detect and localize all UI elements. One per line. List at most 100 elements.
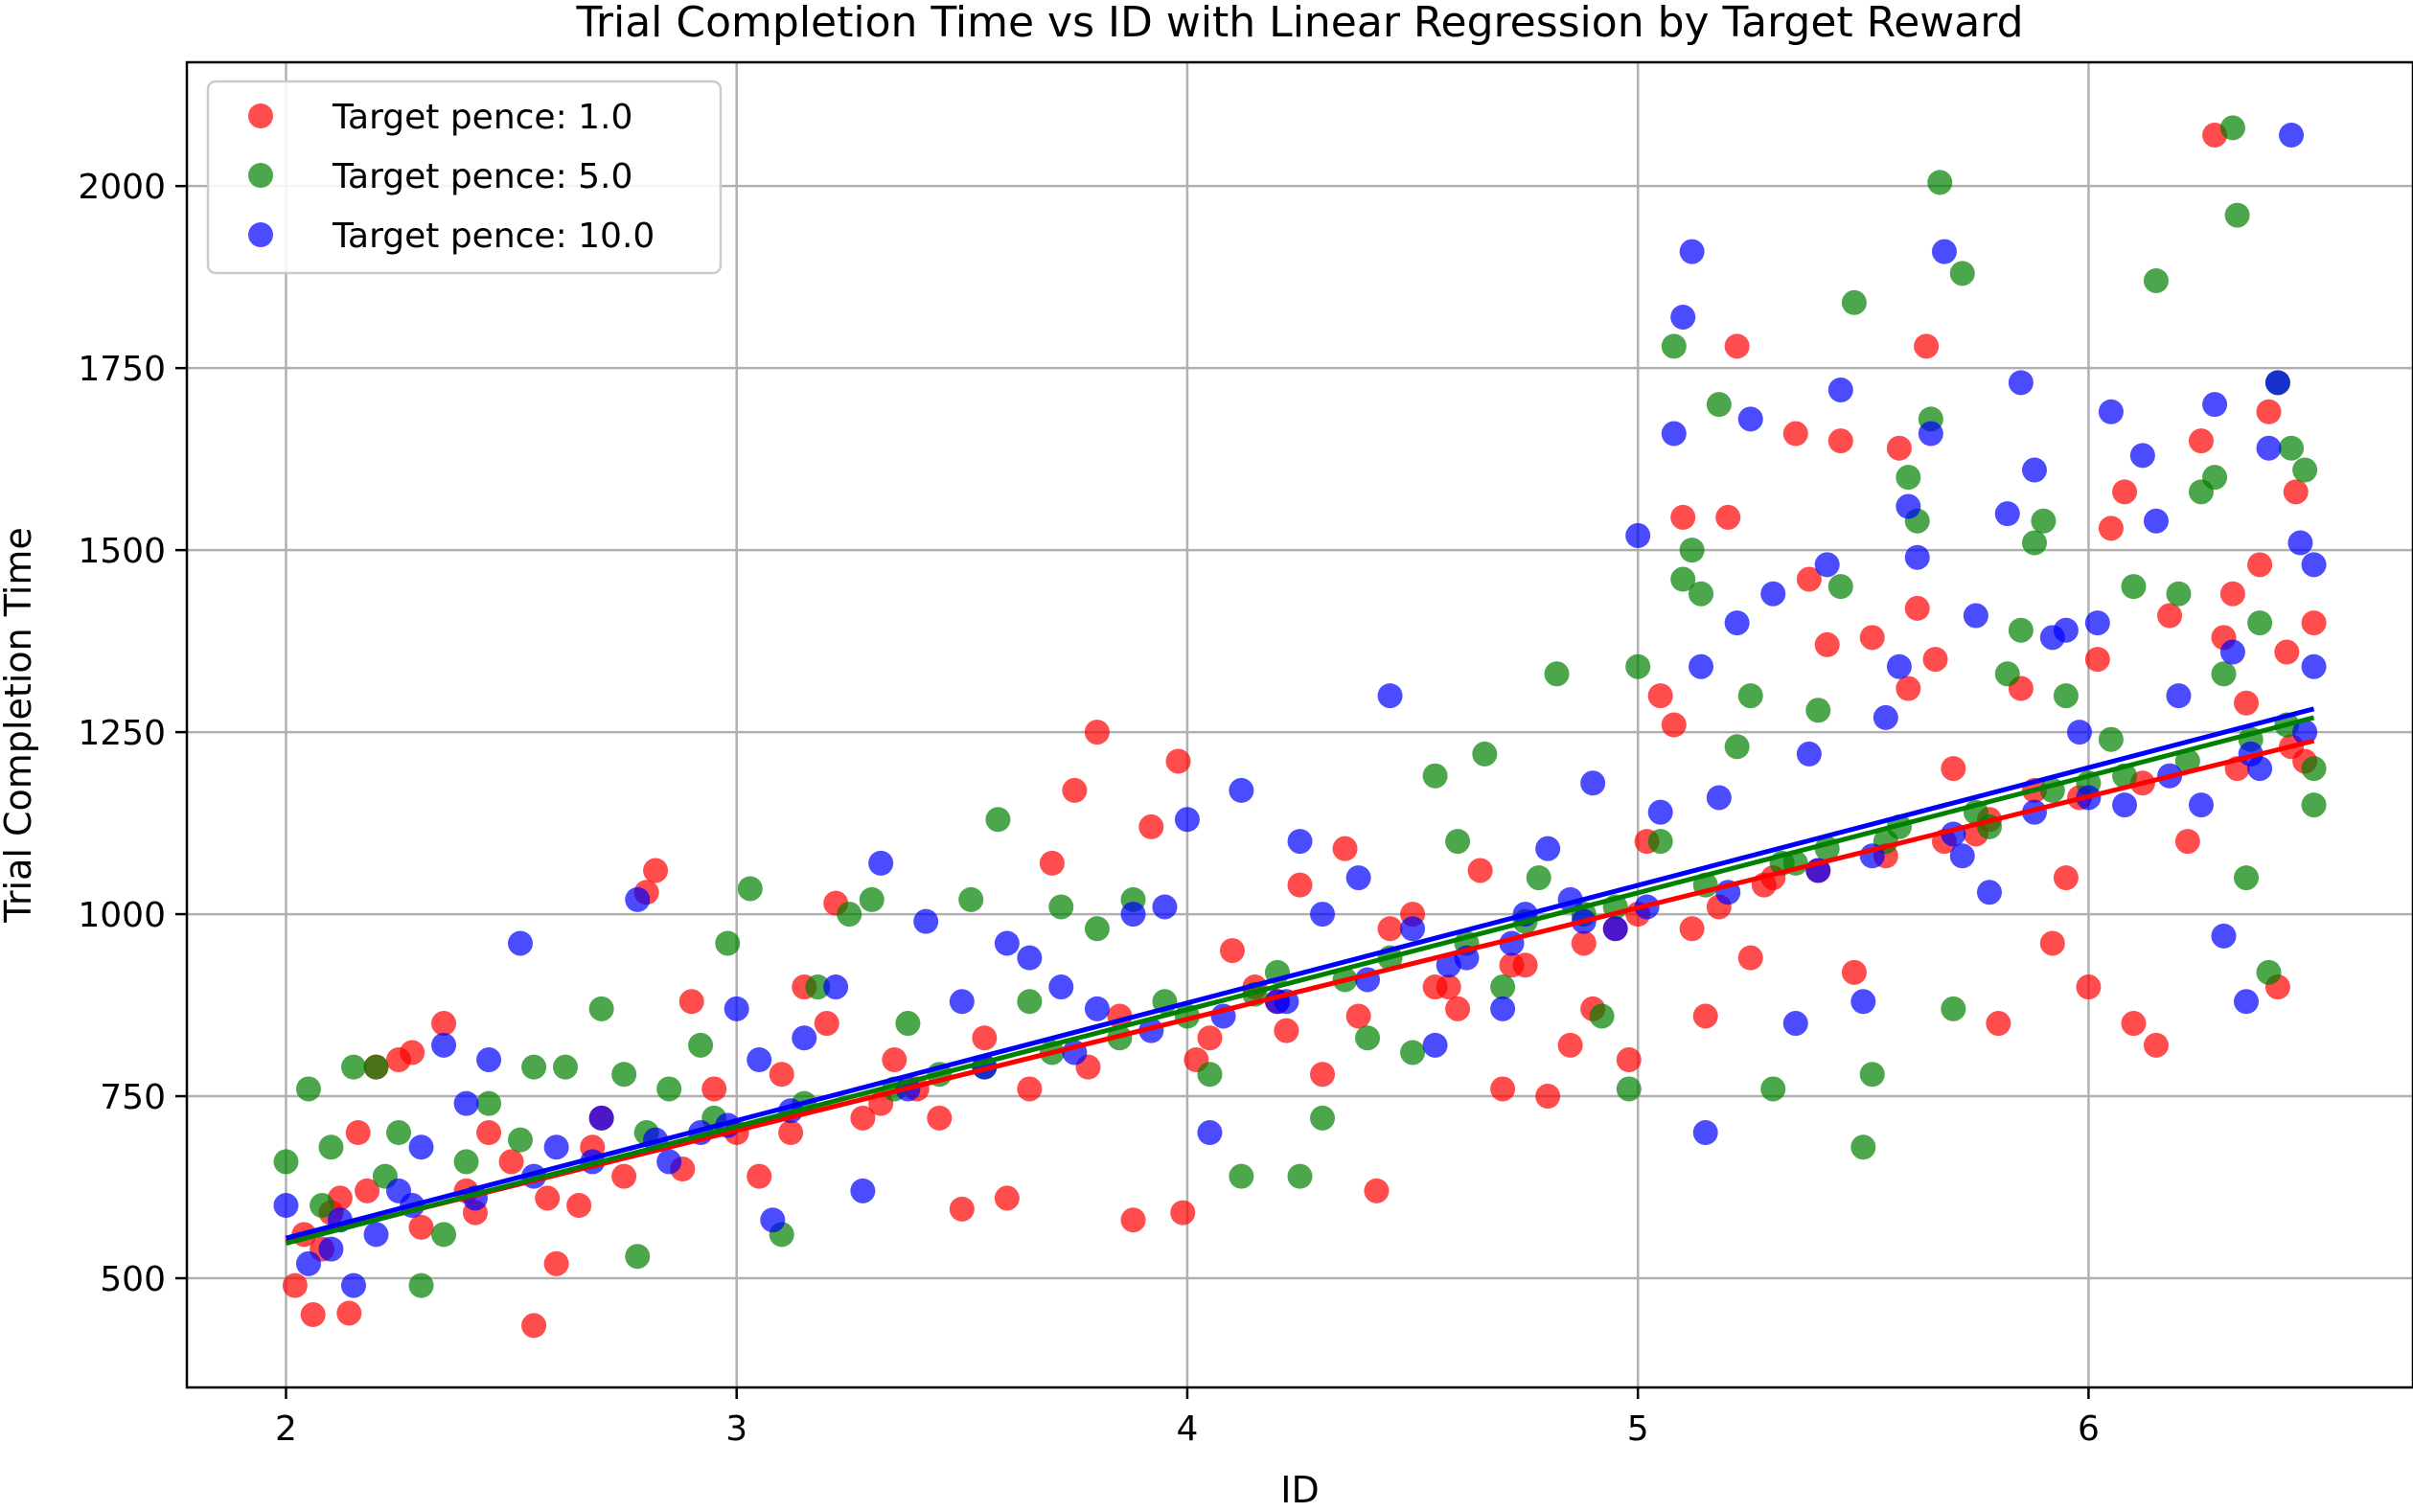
data-point [1859, 1062, 1885, 1088]
data-point [498, 1149, 524, 1175]
x-tick-label: 6 [2078, 1409, 2100, 1449]
data-point [1737, 945, 1763, 971]
y-tick-label: 500 [100, 1260, 166, 1299]
data-point [1724, 610, 1750, 636]
data-point [2121, 1011, 2147, 1037]
data-point [2292, 720, 2318, 745]
data-point [507, 1127, 533, 1153]
data-point [1949, 843, 1975, 869]
data-point [2211, 661, 2237, 687]
data-point [543, 1250, 569, 1276]
data-point [476, 1047, 502, 1073]
data-point [1805, 698, 1831, 723]
data-point [336, 1300, 362, 1326]
data-point [2301, 552, 2327, 578]
data-point [2274, 639, 2300, 665]
data-point [2283, 479, 2309, 505]
data-point [1084, 996, 1110, 1021]
x-axis-label: ID [1280, 1469, 1319, 1511]
regression-line-series-3 [285, 706, 2315, 1241]
data-point [1689, 581, 1714, 607]
data-point [701, 1076, 727, 1102]
data-point [521, 1054, 547, 1080]
data-point [2112, 792, 2138, 818]
data-point [927, 1105, 953, 1131]
data-point [408, 1134, 434, 1160]
data-point [431, 1032, 457, 1058]
legend-box [206, 80, 723, 275]
data-point [792, 1025, 817, 1051]
data-point [2112, 479, 2138, 505]
data-point [778, 1120, 804, 1146]
data-point [2219, 115, 2245, 141]
data-point [318, 1236, 344, 1262]
data-point [2053, 865, 2079, 891]
data-point [543, 1134, 569, 1160]
data-point [1896, 465, 1921, 491]
data-point [1931, 239, 1957, 264]
data-point [1017, 989, 1043, 1015]
data-point [1914, 333, 1940, 359]
data-point [2039, 930, 2065, 956]
data-point [1814, 631, 1840, 657]
data-point [1490, 974, 1516, 1000]
data-point [453, 1149, 479, 1175]
y-tick-label: 1500 [78, 532, 166, 571]
data-point [949, 1196, 975, 1222]
data-point [2166, 581, 2192, 607]
data-point [1197, 1025, 1223, 1051]
data-point [850, 1178, 876, 1203]
data-point [1679, 538, 1705, 563]
data-point [521, 1313, 547, 1339]
data-point [895, 1011, 921, 1037]
data-point [345, 1120, 371, 1146]
data-point [2174, 829, 2200, 855]
x-tick-label: 4 [1176, 1409, 1198, 1449]
data-point [2098, 726, 2124, 752]
regression-lines [285, 706, 2315, 1246]
data-point [2256, 959, 2282, 985]
data-point [1724, 734, 1750, 760]
data-point [1557, 1032, 1583, 1058]
data-point [2188, 792, 2214, 818]
legend-label: Target pence: 5.0 [332, 157, 632, 196]
legend-label: Target pence: 10.0 [332, 217, 655, 256]
data-point [1692, 1003, 1718, 1029]
data-point [1310, 1062, 1336, 1088]
data-point [507, 930, 533, 956]
data-point [1827, 377, 1853, 402]
regression-line-series-2 [285, 715, 2315, 1246]
data-point [1661, 712, 1687, 738]
data-point [1679, 239, 1705, 264]
data-point [715, 930, 741, 956]
data-point [1782, 421, 1808, 447]
data-point [295, 1076, 321, 1102]
y-tick-label: 750 [100, 1078, 166, 1117]
data-point [688, 1032, 714, 1058]
data-point [1445, 996, 1471, 1021]
data-point [1436, 974, 1461, 1000]
data-point [1120, 1207, 1146, 1233]
data-point [1994, 501, 2020, 527]
data-point [553, 1054, 579, 1080]
data-point [588, 996, 614, 1021]
data-point [1796, 741, 1822, 767]
data-point [859, 886, 885, 912]
data-point [1850, 1134, 1876, 1160]
data-point [1760, 1076, 1786, 1102]
data-point [805, 974, 831, 1000]
data-point [2174, 748, 2200, 774]
data-point [2121, 574, 2147, 600]
data-point [1841, 289, 1867, 315]
data-point [2234, 989, 2260, 1015]
data-point [994, 930, 1020, 956]
data-point [476, 1090, 502, 1116]
data-point [1941, 996, 1966, 1021]
data-point [985, 807, 1011, 833]
data-point [431, 1011, 457, 1037]
data-point [1152, 894, 1178, 920]
data-point [1873, 704, 1898, 730]
y-tick-label: 1250 [78, 714, 166, 753]
data-point [1814, 552, 1840, 578]
data-point [453, 1090, 479, 1116]
